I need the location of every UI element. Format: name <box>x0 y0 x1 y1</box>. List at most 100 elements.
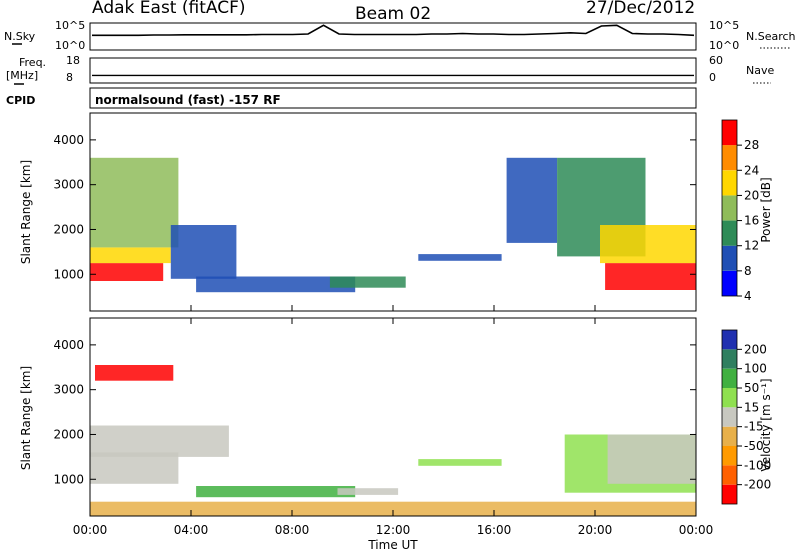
velocity-colorbar-swatch-7 <box>722 349 737 369</box>
power-region-3 <box>170 225 237 279</box>
cpid-panel: CPID normalsound (fast) -157 RF <box>6 87 697 109</box>
noise-left-tick-top: 10^5 <box>55 19 85 32</box>
velocity-colorbar-label-2: 50 <box>744 381 759 395</box>
power-region-10 <box>600 225 696 264</box>
beam-title: Beam 02 <box>355 4 431 24</box>
frequency-tick-top: 18 <box>66 54 80 67</box>
power-colorbar-label-6: 4 <box>744 289 752 303</box>
velocity-colorbar-label-0: 200 <box>744 342 767 356</box>
noise-left-tick-bottom: 10^0 <box>55 39 85 52</box>
power-colorbar-label-5: 8 <box>744 264 752 278</box>
time-tick-label-3: 12:00 <box>376 523 411 537</box>
power-colorbar-label-1: 24 <box>744 163 759 177</box>
power-region-5 <box>329 276 406 288</box>
power-y-axis: 1000 2000 3000 4000 <box>53 133 696 281</box>
power-ytick-label-3: 4000 <box>53 133 84 147</box>
noise-right-tick-top: 10^5 <box>709 19 739 32</box>
velocity-colorbar-swatch-3 <box>722 426 737 446</box>
velocity-ytick-label-2: 3000 <box>53 383 84 397</box>
velocity-data <box>90 365 696 516</box>
nave-label: Nave <box>746 64 774 77</box>
time-tick-label-2: 08:00 <box>275 523 310 537</box>
velocity-colorbar-label-7: -200 <box>744 478 771 492</box>
noise-left-label: N.Sky <box>4 30 36 43</box>
power-colorbar-swatch-6 <box>722 120 737 146</box>
nave-tick-bottom: 0 <box>709 71 716 84</box>
power-ytick-label-0: 1000 <box>53 267 84 281</box>
power-data <box>90 157 696 293</box>
velocity-colorbar-swatch-1 <box>722 465 737 485</box>
frequency-panel: Freq. [MHz] 18 8 60 0 Nave <box>6 54 774 85</box>
power-colorbar-swatch-4 <box>722 170 737 196</box>
nave-tick-top: 60 <box>709 54 723 67</box>
velocity-y-label: Slant Range [km] <box>19 366 33 470</box>
time-axis: 00:00 04:00 08:00 12:00 16:00 20:00 00:00 <box>73 305 714 537</box>
velocity-colorbar-label-1: 100 <box>744 362 767 376</box>
noise-series-line <box>92 24 695 37</box>
frequency-unit-label: [MHz] <box>6 69 38 82</box>
velocity-colorbar: 200 100 50 15 -15 -50 -100 -200 <box>722 330 771 504</box>
cpid-text: normalsound (fast) -157 RF <box>95 93 281 107</box>
power-y-label: Slant Range [km] <box>19 160 33 264</box>
noise-panel: N.Sky 10^5 10^0 10^5 10^0 N.Search <box>4 19 796 52</box>
velocity-colorbar-label: Velocity [m s⁻¹] <box>759 378 773 471</box>
time-tick-label-5: 20:00 <box>578 523 613 537</box>
velocity-ytick-label-1: 2000 <box>53 427 84 441</box>
power-colorbar: 28 24 20 16 12 8 4 <box>722 120 759 303</box>
power-region-7 <box>506 157 558 243</box>
power-region-9 <box>605 263 696 290</box>
frequency-tick-bottom: 8 <box>66 71 73 84</box>
time-tick-label-4: 16:00 <box>477 523 512 537</box>
power-colorbar-swatch-3 <box>722 195 737 221</box>
velocity-region-7 <box>607 434 696 484</box>
power-region-0 <box>90 263 164 281</box>
velocity-region-4 <box>95 365 174 381</box>
power-colorbar-label-3: 16 <box>744 214 759 228</box>
velocity-ytick-label-0: 1000 <box>53 472 84 486</box>
power-panel: 1000 2000 3000 4000 Slant Range [km] 28 24 20… <box>19 112 773 312</box>
noise-right-label: N.Search <box>746 30 796 43</box>
velocity-colorbar-swatch-6 <box>722 368 737 388</box>
noise-right-tick-bottom: 10^0 <box>709 39 739 52</box>
velocity-colorbar-swatch-0 <box>722 484 737 504</box>
power-colorbar-swatch-1 <box>722 245 737 271</box>
velocity-panel: 1000 2000 3000 4000 00:00 04:00 08:00 12:00 16:… <box>19 305 773 552</box>
time-axis-label: Time UT <box>367 538 418 552</box>
velocity-region-2 <box>196 486 356 498</box>
velocity-colorbar-label-6: -100 <box>744 458 771 472</box>
velocity-ytick-label-3: 4000 <box>53 338 84 352</box>
power-colorbar-swatch-2 <box>722 220 737 246</box>
velocity-colorbar-swatch-2 <box>722 446 737 466</box>
power-colorbar-label-4: 12 <box>744 239 759 253</box>
velocity-colorbar-label-3: 15 <box>744 400 759 414</box>
time-tick-label-6: 00:00 <box>679 523 714 537</box>
power-colorbar-swatch-0 <box>722 270 737 296</box>
power-region-6 <box>418 254 502 261</box>
velocity-region-5 <box>418 459 502 466</box>
velocity-region-1 <box>90 425 229 457</box>
velocity-region-8 <box>90 501 696 516</box>
power-ytick-label-1: 2000 <box>53 222 84 236</box>
noise-frame <box>89 22 697 51</box>
power-region-4 <box>196 276 356 293</box>
station-title: Adak East (fitACF) <box>92 0 246 18</box>
power-colorbar-label: Power [dB] <box>759 177 773 242</box>
power-colorbar-label-0: 28 <box>744 138 759 152</box>
velocity-colorbar-swatch-8 <box>722 330 737 350</box>
velocity-region-0 <box>90 452 179 484</box>
power-colorbar-swatch-5 <box>722 145 737 171</box>
time-tick-label-1: 04:00 <box>174 523 209 537</box>
power-ytick-label-2: 3000 <box>53 178 84 192</box>
velocity-y-axis: 1000 2000 3000 4000 <box>53 338 696 486</box>
frequency-left-label: Freq. <box>19 56 46 69</box>
frequency-frame <box>89 57 697 84</box>
velocity-region-3 <box>337 488 399 495</box>
velocity-colorbar-swatch-4 <box>722 407 737 427</box>
date-title: 27/Dec/2012 <box>586 0 695 18</box>
velocity-colorbar-label-4: -15 <box>744 420 764 434</box>
power-region-2 <box>90 157 179 248</box>
velocity-colorbar-label-5: -50 <box>744 439 764 453</box>
velocity-colorbar-swatch-5 <box>722 388 737 408</box>
cpid-label: CPID <box>6 94 35 107</box>
